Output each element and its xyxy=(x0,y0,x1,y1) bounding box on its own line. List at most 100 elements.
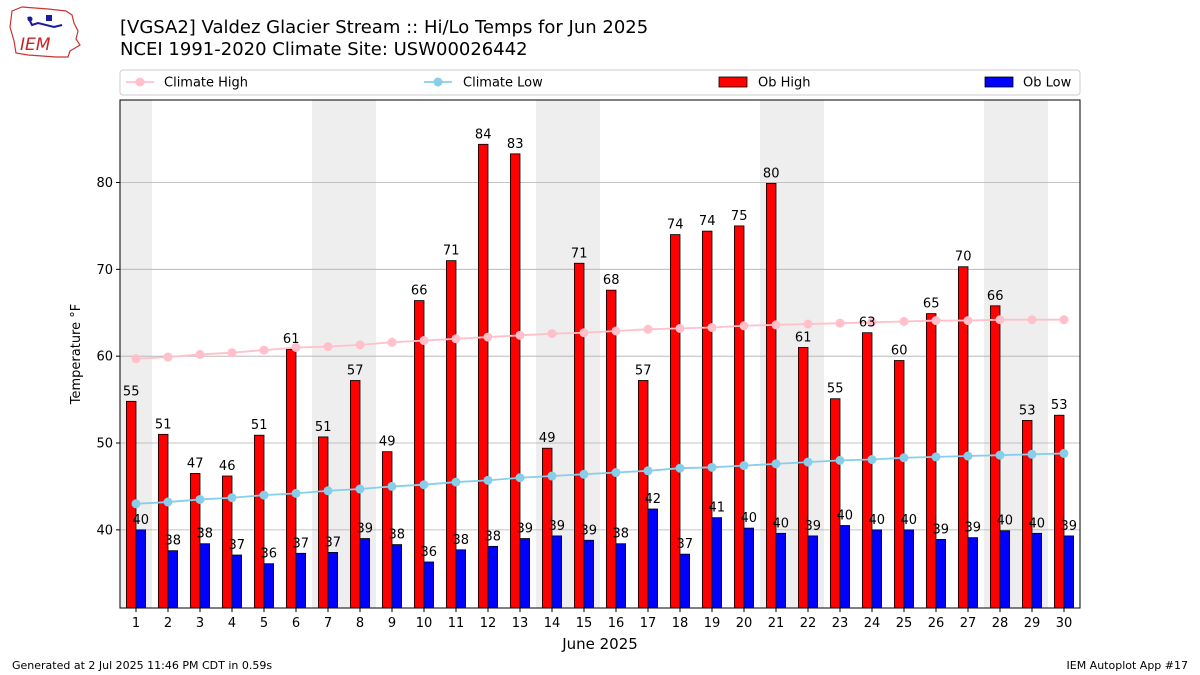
ob-high-bar-15 xyxy=(574,262,585,609)
x-tick-label-28: 28 xyxy=(992,616,1009,631)
ob-low-bar-10 xyxy=(423,561,435,609)
x-tick-label-22: 22 xyxy=(800,616,817,631)
x-tick-label-12: 12 xyxy=(480,616,497,631)
climate-high-point-3 xyxy=(195,349,205,359)
climate-low-point-11 xyxy=(451,477,461,487)
ob-high-label-9: 49 xyxy=(379,435,396,450)
climate-high-point-11 xyxy=(451,334,461,344)
climate-high-point-17 xyxy=(643,324,653,334)
ob-low-bar-7 xyxy=(327,552,339,609)
climate-low-point-3 xyxy=(195,494,205,504)
ob-low-label-7: 37 xyxy=(325,535,342,550)
x-tick-label-8: 8 xyxy=(356,616,364,631)
ob-low-label-11: 38 xyxy=(453,533,470,548)
climate-high-point-22 xyxy=(803,319,813,329)
climate-low-point-22 xyxy=(803,457,813,467)
plot-frame xyxy=(119,99,1081,609)
x-tick-label-17: 17 xyxy=(640,616,657,631)
ob-high-label-22: 61 xyxy=(795,330,812,345)
ob-high-bar-8 xyxy=(349,380,361,609)
ob-low-bar-4 xyxy=(231,554,243,609)
legend-climate-high-marker xyxy=(135,77,145,87)
ob-low-bar-29 xyxy=(1031,532,1043,609)
y-tick-label-70: 70 xyxy=(96,263,113,278)
ob-high-label-7: 51 xyxy=(315,420,332,435)
ob-low-label-18: 37 xyxy=(677,537,694,552)
ob-low-bar-14 xyxy=(551,535,563,609)
climate-high-point-30 xyxy=(1059,315,1069,325)
ob-low-label-27: 39 xyxy=(965,521,982,536)
ob-high-label-4: 46 xyxy=(219,459,236,474)
generated-note: Generated at 2 Jul 2025 11:46 PM CDT in … xyxy=(12,659,273,672)
x-tick-label-2: 2 xyxy=(164,616,172,631)
climate-high-point-28 xyxy=(995,315,1005,325)
climate-low-point-9 xyxy=(387,481,397,491)
ob-low-bar-17 xyxy=(647,508,659,609)
ob-high-bar-20 xyxy=(734,225,745,609)
climate-high-point-2 xyxy=(163,352,173,362)
x-tick-label-26: 26 xyxy=(928,616,945,631)
ob-high-bar-22 xyxy=(798,347,809,609)
ob-high-bar-19 xyxy=(702,230,713,609)
ob-high-bar-24 xyxy=(862,332,873,609)
x-axis: 1 2 3 4 5 6 7 8 9 10 11 12 13 14 15 16 17 18 19 20 21 22 23 24 2… xyxy=(132,608,1072,631)
climate-high-point-4 xyxy=(227,348,237,358)
ob-high-label-24: 63 xyxy=(859,316,876,331)
climate-high-point-9 xyxy=(387,337,397,347)
climate-low-point-4 xyxy=(227,493,237,503)
climate-low-point-13 xyxy=(515,473,525,483)
bar-value-labels: 55 40 51 38 47 38 46 37 51 36 61 37 51 37 57 39 49 38 66 36… xyxy=(123,127,1077,561)
ob-low-bar-30 xyxy=(1063,535,1075,609)
x-tick-label-25: 25 xyxy=(896,616,913,631)
ob-low-bar-26 xyxy=(935,538,947,609)
climate-low-point-25 xyxy=(899,453,909,463)
ob-low-label-19: 41 xyxy=(709,501,726,516)
legend-ob-low-swatch xyxy=(984,76,1014,88)
ob-low-bar-2 xyxy=(167,550,179,609)
climate-high-point-7 xyxy=(323,342,333,352)
climate-low-point-10 xyxy=(419,480,429,490)
climate-low-point-16 xyxy=(611,468,621,478)
ob-high-bar-7 xyxy=(317,436,329,609)
ob-high-label-18: 74 xyxy=(667,218,684,233)
ob-low-bar-21 xyxy=(775,532,787,609)
ob-high-bar-2 xyxy=(157,433,169,609)
climate-high-line xyxy=(135,318,1064,360)
iem-logo: IEM xyxy=(9,6,81,58)
y-tick-label-80: 80 xyxy=(96,176,113,191)
ob-low-label-24: 40 xyxy=(869,513,886,528)
ob-low-bar-28 xyxy=(999,530,1011,609)
climate-low-point-20 xyxy=(739,461,749,471)
climate-low-point-5 xyxy=(259,490,269,500)
ob-low-bar-27 xyxy=(967,537,979,609)
legend-climate-low-marker xyxy=(433,77,443,87)
ob-low-label-4: 37 xyxy=(229,538,246,553)
climate-high-point-14 xyxy=(547,329,557,339)
climate-low-point-12 xyxy=(483,475,493,485)
ob-low-bar-24 xyxy=(871,529,883,609)
climate-low-point-6 xyxy=(291,488,301,498)
grid-lines xyxy=(120,182,1080,531)
x-tick-label-21: 21 xyxy=(768,616,785,631)
x-tick-label-23: 23 xyxy=(832,616,849,631)
ob-low-bar-1 xyxy=(135,529,147,609)
app-credit: IEM Autoplot App #17 xyxy=(1066,659,1189,672)
ob-high-label-14: 49 xyxy=(539,431,556,446)
climate-high-point-19 xyxy=(707,323,717,333)
ob-low-label-30: 39 xyxy=(1061,519,1078,534)
ob-high-bar-25 xyxy=(894,360,905,609)
x-tick-label-18: 18 xyxy=(672,616,689,631)
ob-high-label-10: 66 xyxy=(411,284,428,299)
ob-high-bar-16 xyxy=(606,289,617,609)
ob-low-bar-15 xyxy=(583,539,595,609)
ob-high-label-8: 57 xyxy=(347,363,364,378)
ob-high-label-27: 70 xyxy=(955,250,972,265)
x-tick-label-16: 16 xyxy=(608,616,625,631)
x-tick-label-24: 24 xyxy=(864,616,881,631)
legend-ob-low-label: Ob Low xyxy=(1023,76,1072,91)
ob-low-label-20: 40 xyxy=(741,511,758,526)
climate-high-point-18 xyxy=(675,323,685,333)
x-tick-label-20: 20 xyxy=(736,616,753,631)
x-tick-label-3: 3 xyxy=(196,616,204,631)
climate-low-point-19 xyxy=(707,462,717,472)
